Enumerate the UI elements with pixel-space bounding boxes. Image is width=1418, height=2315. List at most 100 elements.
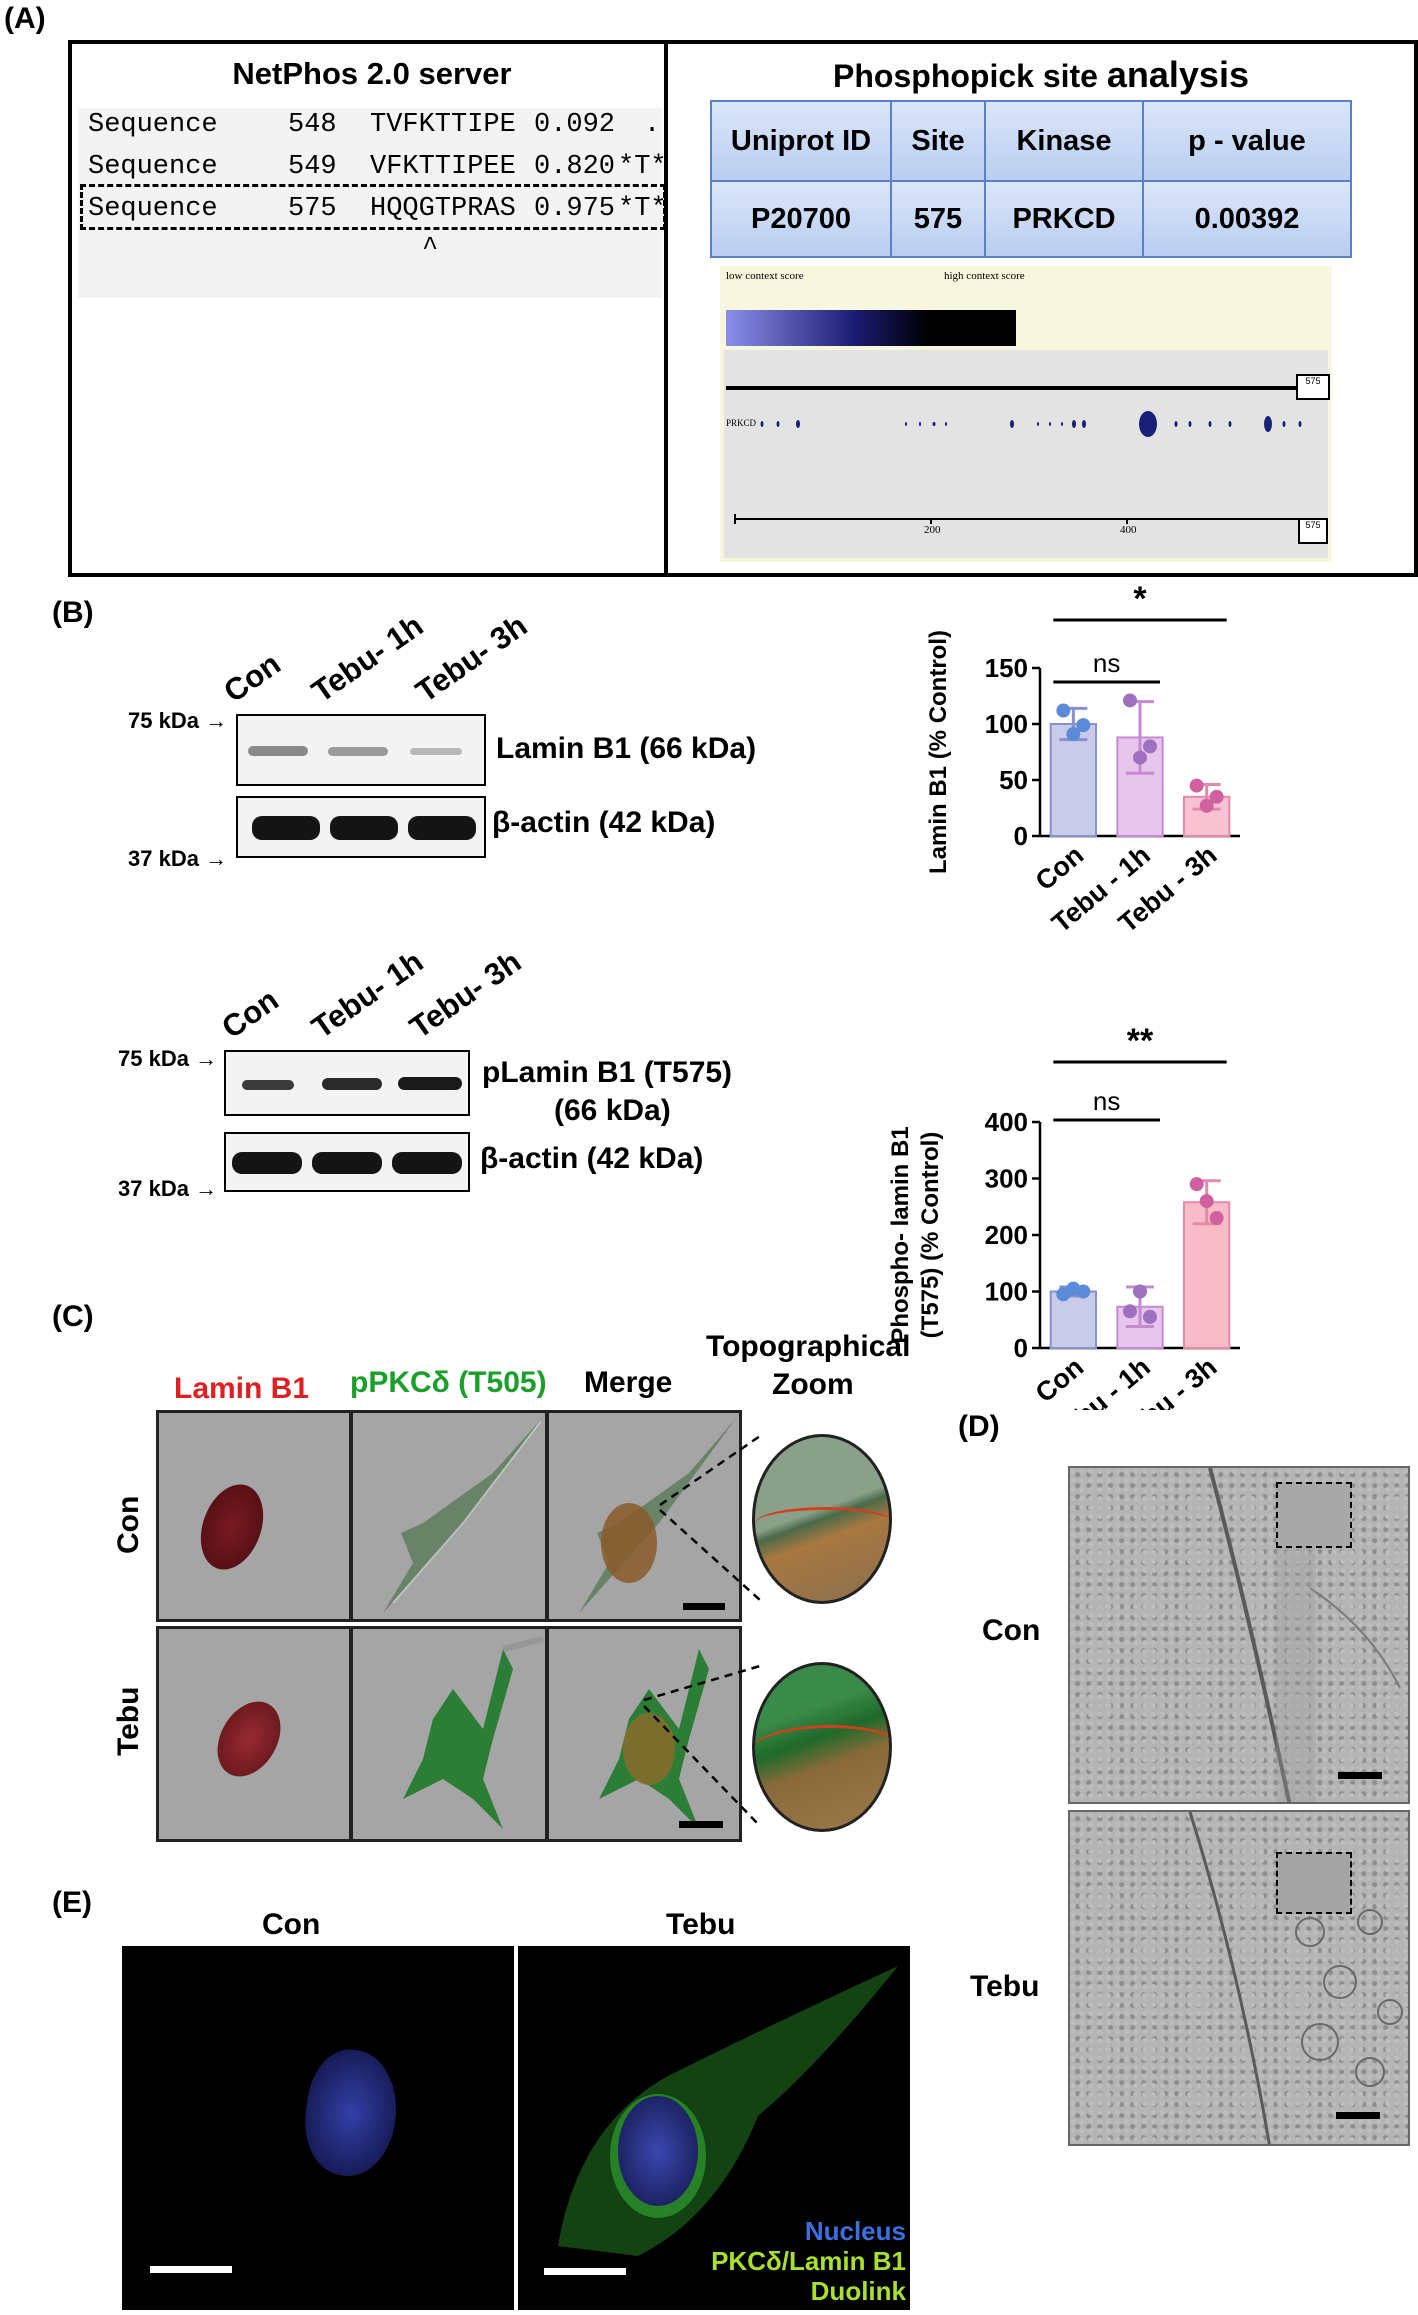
row-score: 0.975 [534, 194, 616, 224]
row-prediction: . [644, 110, 661, 140]
nucleus-red [189, 1475, 275, 1579]
netphos-title: NetPhos 2.0 server [232, 56, 512, 91]
e-title-tebu: Tebu [666, 1908, 736, 1941]
img-con-ppkc [350, 1410, 548, 1622]
band-plamin-3h [398, 1077, 462, 1090]
d-row-label-tebu: Tebu [970, 1970, 1040, 2003]
em-tebu-features [1188, 1812, 1403, 2144]
cell-green-con [383, 1417, 543, 1613]
phosphopick-title-prefix: Phosphopick site [833, 58, 1107, 94]
blot1-label-lamin: Lamin B1 (66 kDa) [496, 732, 757, 765]
y-tick-label: 100 [985, 1277, 1028, 1307]
panel-label-b: (B) [52, 596, 94, 629]
header-site: Site [890, 100, 986, 182]
band-plamin-1h [322, 1078, 382, 1090]
legend-duolink-2: Duolink [810, 2276, 906, 2306]
blot2-lane-tebu-1h: Tebu- 1h [305, 943, 430, 1046]
zoom-connector-lines [643, 1434, 761, 1827]
panel-label-a: (A) [4, 2, 46, 35]
blot2-plamin-strip [224, 1050, 470, 1116]
data-point [1143, 739, 1157, 754]
row-prediction: *T* [618, 152, 667, 182]
em-tebu-scale-bar [1336, 2112, 1380, 2119]
y-tick-label: 150 [985, 653, 1028, 683]
img-tebu-merge [546, 1626, 742, 1842]
cell-merge-tebu [599, 1649, 709, 1829]
data-point [1143, 1309, 1157, 1324]
blot2-lane-con: Con [215, 981, 285, 1046]
zoom-con-envelope [755, 1507, 889, 1540]
blot1-lane-tebu-3h: Tebu- 3h [409, 607, 534, 710]
nucleus-red-tebu [204, 1690, 294, 1788]
row-prediction: *T* [618, 194, 667, 224]
data-point [1076, 1284, 1091, 1299]
d-row-label-con: Con [982, 1614, 1041, 1647]
row-sequence: VFKTTIPEE [370, 152, 516, 182]
band-plamin-con [242, 1080, 294, 1090]
row-label: Sequence [88, 152, 218, 182]
netphos-row-548: Sequence 548 TVFKTTIPE 0.092 . [88, 110, 668, 148]
y-axis-title: (T575) (% Control) [917, 1132, 944, 1339]
header-uniprot: Uniprot ID [710, 100, 892, 182]
scale-bar-con [683, 1603, 725, 1610]
phosphopick-box: Phosphopick site analysis Uniprot ID Sit… [664, 40, 1418, 577]
blot2-label-plamin-2: (66 kDa) [554, 1094, 671, 1127]
blot1-marker-75: 75 kDa → [128, 708, 228, 733]
zoom-tebu-envelope [755, 1725, 889, 1788]
img-tebu-lamin [156, 1626, 352, 1842]
legend-nucleus: Nucleus [804, 2216, 906, 2246]
netphos-row-549: Sequence 549 VFKTTIPEE 0.820 *T* [88, 152, 668, 190]
sequence-line [726, 386, 1296, 390]
data-point [1133, 750, 1147, 765]
cell-pvalue: 0.00392 [1142, 180, 1352, 258]
data-point [1189, 778, 1204, 793]
blot2-marker-37: 37 kDa → [118, 1176, 218, 1201]
y-tick-label: 300 [985, 1164, 1028, 1194]
band-actin2-3h [392, 1152, 462, 1174]
row-position: 549 [288, 152, 337, 182]
y-tick-label: 50 [999, 765, 1028, 795]
significance-label: ns [1093, 1086, 1120, 1116]
significance-label: ns [1093, 648, 1120, 678]
band-lamin-con [248, 746, 308, 756]
col-label-zoom-2: Zoom [772, 1368, 854, 1401]
bar-2 [1183, 1201, 1231, 1349]
blot2-lane-tebu-3h: Tebu- 3h [403, 943, 528, 1046]
band-actin-3h [408, 816, 476, 840]
sequence-end-box: 575 [1296, 374, 1330, 400]
fluor-image-con [122, 1946, 514, 2310]
row-label-con: Con [112, 1495, 145, 1554]
axis-end-box: 575 [1298, 518, 1328, 544]
blot1-marker-75-text: 75 kDa [128, 708, 199, 733]
netphos-output-bg [78, 108, 662, 298]
position-axis-tick-200 [930, 518, 932, 524]
blot1-lane-con: Con [217, 645, 287, 710]
blot1-label-actin: β-actin (42 kDa) [492, 806, 716, 839]
blot2-marker-75: 75 kDa → [118, 1046, 218, 1071]
position-axis-start-tick [734, 514, 736, 524]
row-score: 0.820 [534, 152, 616, 182]
zoom-con [752, 1434, 892, 1604]
data-point [1123, 1304, 1137, 1319]
band-actin2-con [232, 1152, 302, 1174]
header-kinase: Kinase [984, 100, 1144, 182]
data-point [1123, 693, 1137, 708]
img-con-merge [546, 1410, 742, 1622]
y-tick-label: 0 [1014, 1333, 1028, 1363]
cell-kinase: PRKCD [984, 180, 1144, 258]
row-label: Sequence [88, 110, 218, 140]
y-tick-label: 200 [985, 1220, 1028, 1250]
panel-label-e: (E) [52, 1886, 92, 1919]
img-con-lamin [156, 1410, 352, 1622]
context-score-gradient [726, 310, 1016, 346]
em-image-con [1068, 1466, 1410, 1804]
data-point [1199, 798, 1214, 813]
nucleus-blue-tebu [618, 2096, 698, 2206]
panel-label-c: (C) [52, 1300, 94, 1333]
zoom-tebu [752, 1662, 892, 1832]
y-axis-title: Lamin B1 (% Control) [925, 630, 952, 874]
row-sequence: HQQGTPRAS [370, 194, 516, 224]
y-axis-title: Phospho- lamin B1 [887, 1126, 914, 1343]
bar-0 [1049, 1290, 1098, 1349]
